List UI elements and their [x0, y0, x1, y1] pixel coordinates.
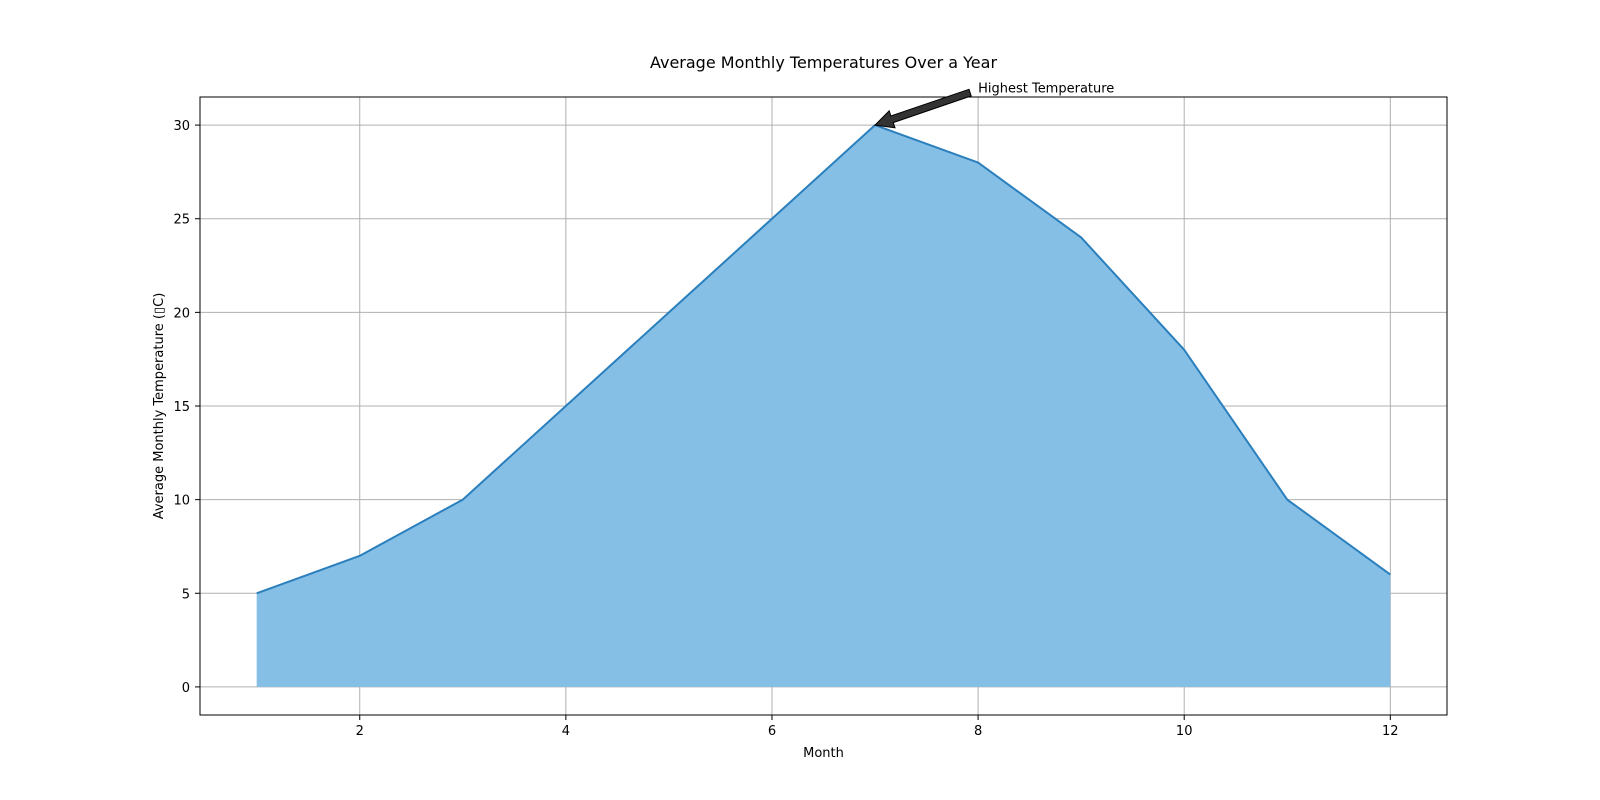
- y-tick-label: 15: [173, 400, 190, 415]
- line-layer: [256, 124, 1391, 595]
- x-tick-label: 12: [1382, 724, 1399, 739]
- area-fill: [256, 125, 1391, 687]
- y-axis: 0 5 10 15 20 25 30: [173, 119, 200, 696]
- y-tick-label: 20: [173, 306, 190, 321]
- x-axis: 2 4 6 8 10 12: [356, 715, 1399, 739]
- x-tick-label: 10: [1176, 724, 1193, 739]
- y-tick-label: 25: [173, 213, 190, 228]
- series-line: [256, 124, 1391, 595]
- x-axis-title: Month: [803, 746, 844, 761]
- y-tick-label: 10: [173, 494, 190, 509]
- area-layer: [256, 125, 1391, 687]
- y-tick-label: 5: [182, 587, 190, 602]
- y-tick-label: 30: [173, 119, 190, 134]
- x-tick-label: 8: [974, 724, 982, 739]
- annotation: Highest Temperature: [873, 82, 1114, 129]
- chart-title: Average Monthly Temperatures Over a Year: [650, 53, 997, 72]
- annotation-label: Highest Temperature: [978, 82, 1114, 97]
- y-tick-label: 0: [182, 681, 190, 696]
- x-tick-label: 6: [768, 724, 776, 739]
- y-axis-title: Average Monthly Temperature (▯C): [152, 293, 167, 520]
- x-tick-label: 4: [562, 724, 570, 739]
- x-tick-label: 2: [356, 724, 364, 739]
- annotation-arrow: [873, 88, 972, 129]
